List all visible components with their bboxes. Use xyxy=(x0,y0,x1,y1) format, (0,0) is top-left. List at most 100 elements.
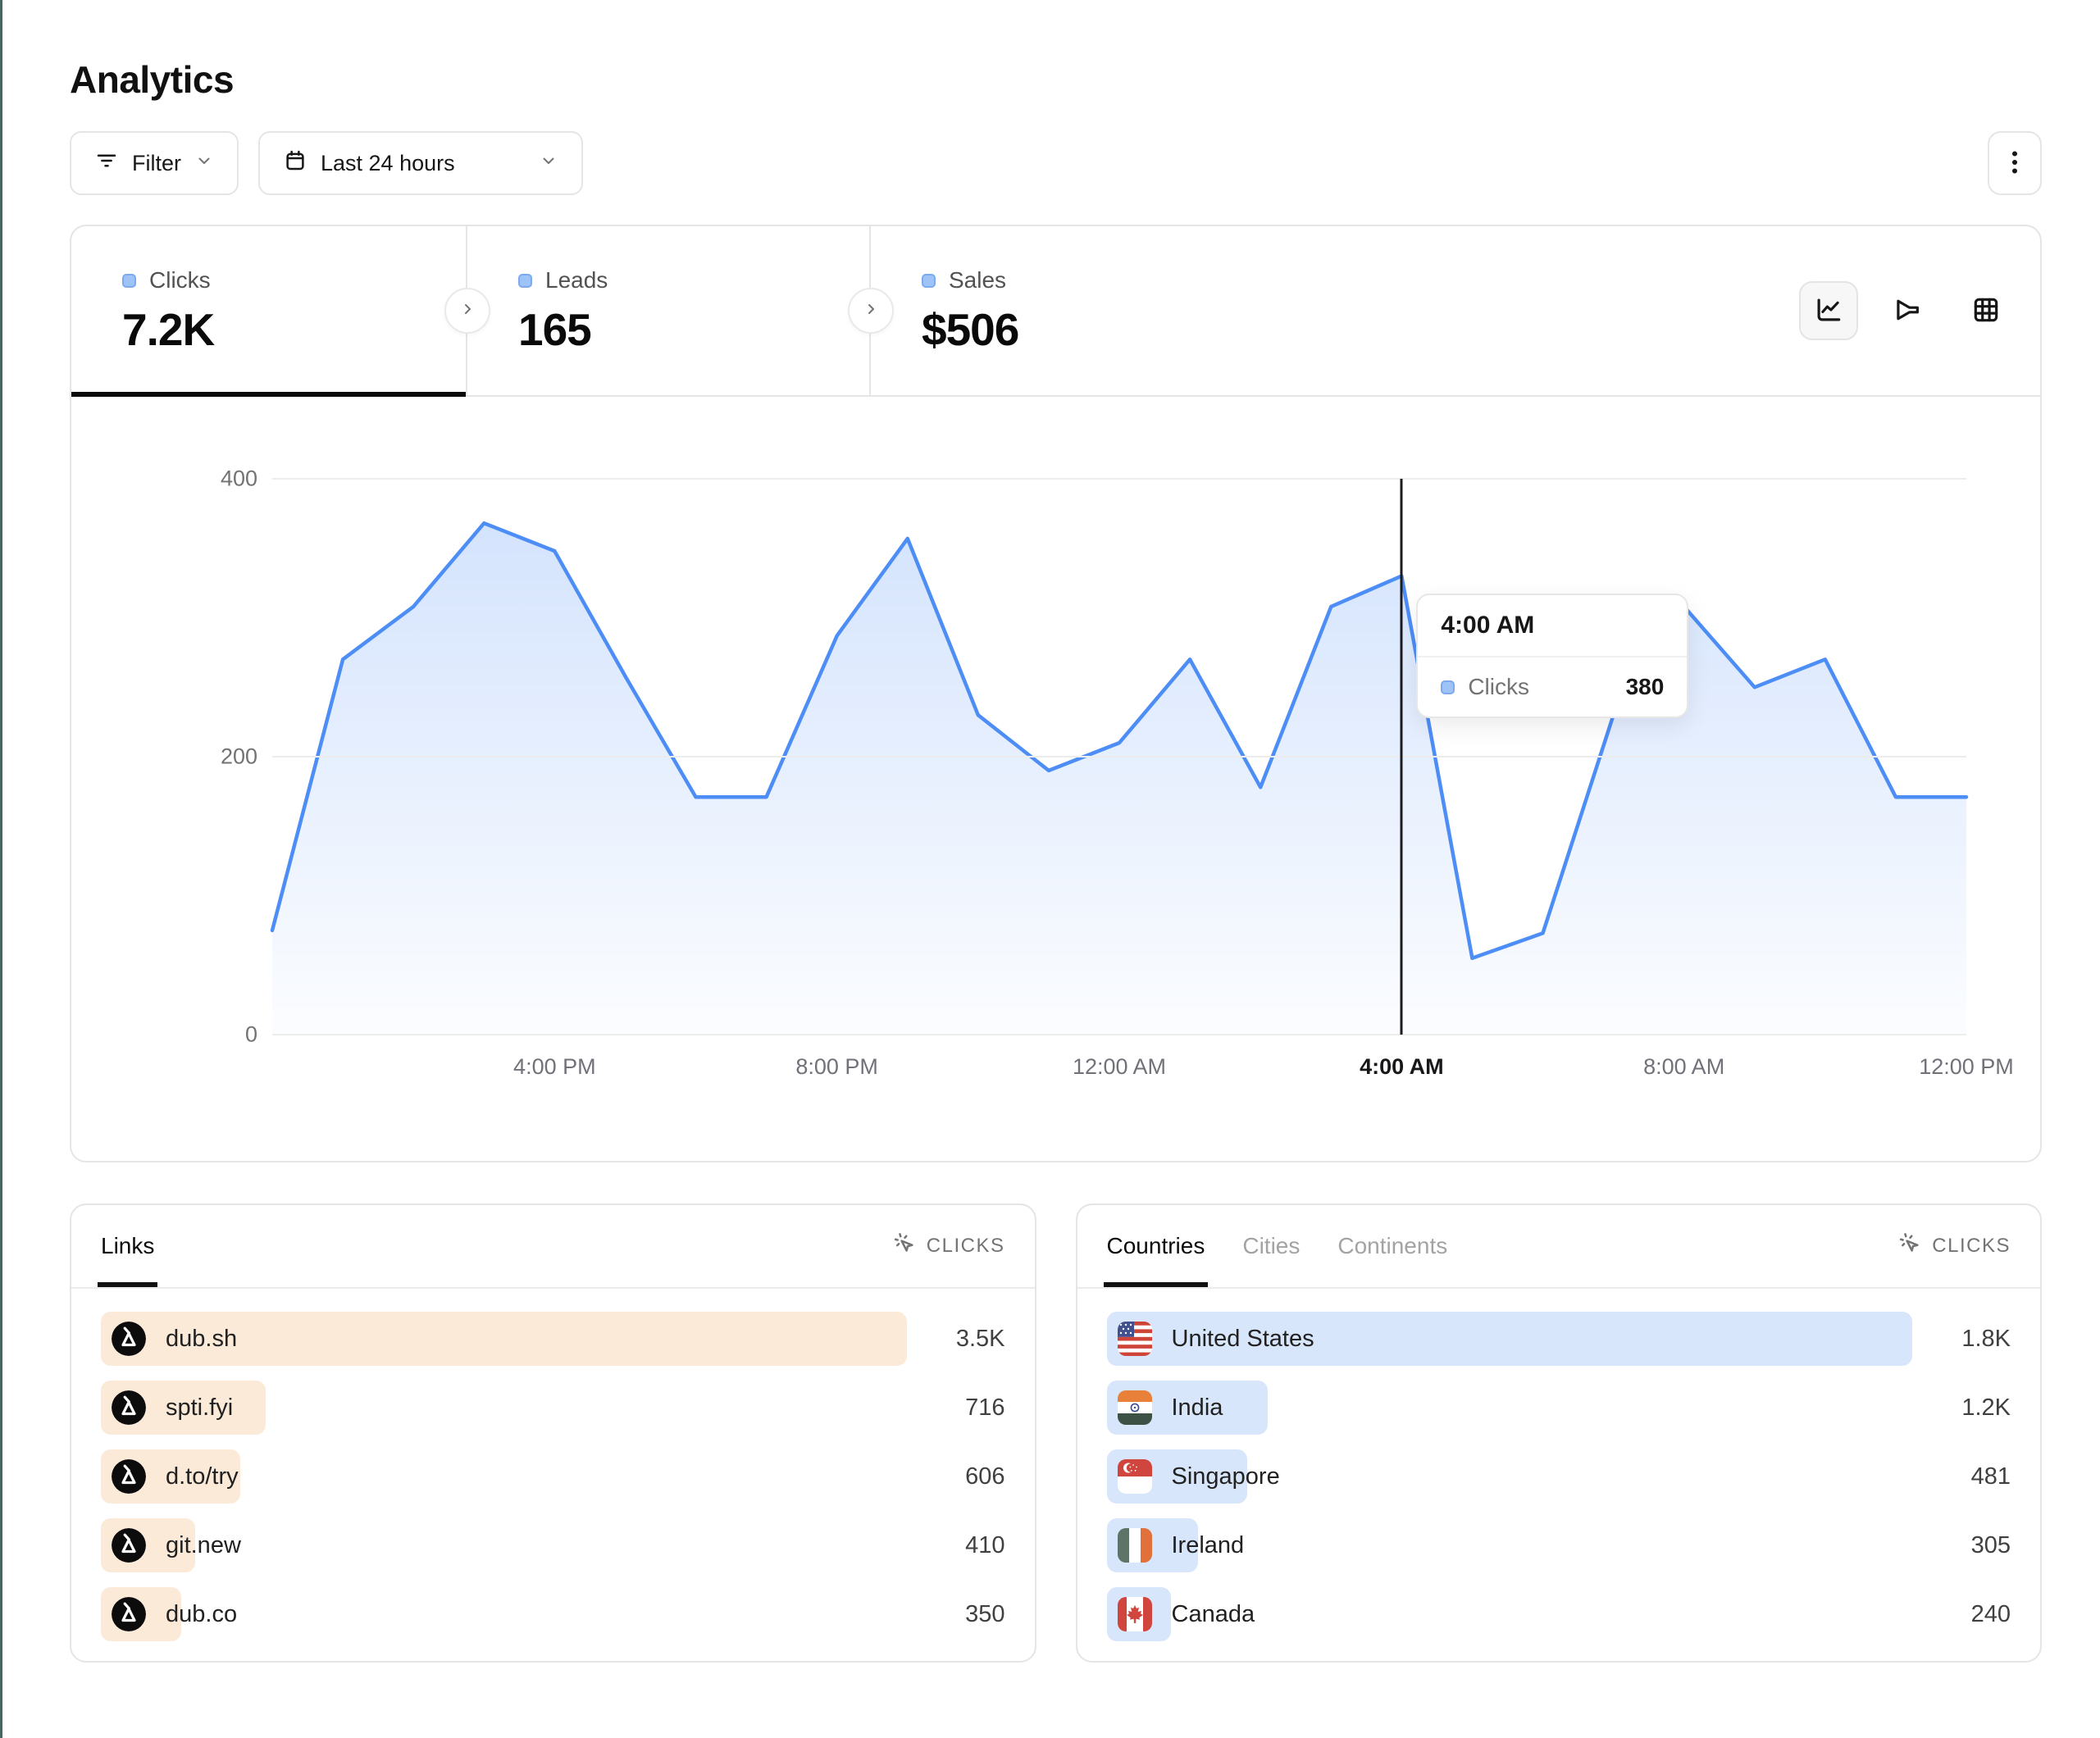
bar-zone: d.to/try xyxy=(101,1449,907,1504)
links-metric-label: CLICKS xyxy=(926,1235,1005,1257)
hover-cursor-line xyxy=(1400,479,1403,1035)
row-label: Ireland xyxy=(1171,1531,1245,1558)
breakdown-panels: Links CLICKS dub.sh 3.5K spti.fyi 716 d.to/t… xyxy=(70,1203,2042,1663)
row-value: 350 xyxy=(965,1600,1005,1627)
line-chart-icon xyxy=(1813,294,1844,328)
list-item[interactable]: dub.sh 3.5K xyxy=(101,1312,1005,1366)
row-value: 606 xyxy=(965,1463,1005,1490)
tab-links[interactable]: Links xyxy=(97,1205,158,1287)
y-axis-tick-label: 200 xyxy=(220,744,257,769)
dub-logo-icon xyxy=(112,1459,146,1494)
chevron-down-icon xyxy=(194,151,214,176)
calendar-icon xyxy=(283,148,307,179)
bar-zone: Ireland xyxy=(1106,1518,1913,1572)
gridline xyxy=(272,1034,1966,1035)
bar-zone: United States xyxy=(1106,1312,1912,1366)
clicks-value: 7.2K xyxy=(122,304,215,355)
chevron-down-icon xyxy=(539,151,558,176)
x-axis-tick-label: 8:00 PM xyxy=(795,1054,878,1079)
leads-tab-label: Leads xyxy=(545,267,608,293)
in-flag-icon xyxy=(1117,1390,1152,1425)
dub-logo-icon xyxy=(112,1390,146,1425)
table-view-toggle-button[interactable] xyxy=(1957,281,2016,340)
x-axis-tick-label: 12:00 AM xyxy=(1072,1054,1167,1079)
countries-metric-selector[interactable]: CLICKS xyxy=(1897,1205,2011,1287)
stat-tabs-row: Clicks 7.2K Leads 165 Sales $506 xyxy=(71,226,2040,397)
links-metric-selector[interactable]: CLICKS xyxy=(892,1205,1005,1287)
list-item[interactable]: Canada 240 xyxy=(1106,1587,2011,1641)
chevron-right-icon xyxy=(861,299,881,323)
expand-sales-button[interactable] xyxy=(848,288,894,334)
value-bar xyxy=(101,1312,907,1366)
dub-logo-icon xyxy=(112,1597,146,1631)
row-label: dub.co xyxy=(166,1600,238,1627)
links-panel: Links CLICKS dub.sh 3.5K spti.fyi 716 d.to/t… xyxy=(70,1203,1036,1663)
tooltip-value: 380 xyxy=(1625,674,1665,699)
funnel-icon xyxy=(1892,294,1923,328)
y-axis-tick-label: 400 xyxy=(220,466,257,491)
filter-icon xyxy=(94,148,119,179)
leads-legend-square xyxy=(518,273,532,288)
gridline xyxy=(272,756,1966,758)
bar-zone: India xyxy=(1106,1381,1913,1435)
chart-plot[interactable]: 4:00 AM Clicks 380 400 200 0 xyxy=(221,466,1969,1047)
list-item[interactable]: d.to/try 606 xyxy=(101,1449,1005,1504)
sg-flag-icon xyxy=(1117,1459,1152,1494)
toolbar: Filter Last 24 hours xyxy=(70,131,2042,195)
clicks-legend-square xyxy=(122,273,136,288)
row-label: d.to/try xyxy=(166,1463,239,1490)
dub-logo-icon xyxy=(112,1528,146,1563)
expand-leads-button[interactable] xyxy=(444,288,490,334)
date-range-label: Last 24 hours xyxy=(321,150,455,175)
row-label: Canada xyxy=(1171,1600,1255,1627)
row-label: United States xyxy=(1171,1325,1314,1352)
date-range-button[interactable]: Last 24 hours xyxy=(258,131,583,195)
x-axis-tick-label: 4:00 AM xyxy=(1360,1054,1444,1079)
row-label: spti.fyi xyxy=(166,1394,234,1421)
list-item[interactable]: Ireland 305 xyxy=(1106,1518,2011,1572)
tab-clicks[interactable]: Clicks 7.2K xyxy=(71,226,467,397)
analytics-page: Analytics Filter Last 24 hours xyxy=(70,58,2042,1663)
links-panel-header: Links CLICKS xyxy=(71,1205,1035,1289)
ca-flag-icon xyxy=(1117,1597,1152,1631)
chevron-right-icon xyxy=(458,299,477,323)
value-bar xyxy=(1106,1312,1912,1366)
us-flag-icon xyxy=(1117,1322,1152,1356)
filter-button[interactable]: Filter xyxy=(70,131,239,195)
list-item[interactable]: git.new 410 xyxy=(101,1518,1005,1572)
tab-sales[interactable]: Sales $506 xyxy=(871,226,1274,395)
clicks-tab-label: Clicks xyxy=(149,267,211,293)
chart-tooltip: 4:00 AM Clicks 380 xyxy=(1416,594,1689,718)
countries-metric-label: CLICKS xyxy=(1932,1235,2011,1257)
x-axis-tick-label: 12:00 PM xyxy=(1919,1054,2014,1079)
list-item[interactable]: India 1.2K xyxy=(1106,1381,2011,1435)
links-rows: dub.sh 3.5K spti.fyi 716 d.to/try 606 git.new 4… xyxy=(71,1289,1035,1641)
dub-logo-icon xyxy=(112,1322,146,1356)
y-axis-tick-label: 0 xyxy=(244,1021,257,1047)
filter-button-label: Filter xyxy=(132,150,181,175)
list-item[interactable]: United States 1.8K xyxy=(1106,1312,2011,1366)
funnel-chart-toggle-button[interactable] xyxy=(1878,281,1937,340)
line-chart-toggle-button[interactable] xyxy=(1799,281,1858,340)
list-item[interactable]: dub.co 350 xyxy=(101,1587,1005,1641)
list-item[interactable]: spti.fyi 716 xyxy=(101,1381,1005,1435)
tab-cities[interactable]: Cities xyxy=(1242,1233,1301,1258)
x-axis-tick-label: 8:00 AM xyxy=(1643,1054,1725,1079)
tab-continents[interactable]: Continents xyxy=(1337,1233,1448,1258)
page-title: Analytics xyxy=(70,58,235,101)
left-edge-accent xyxy=(0,0,2,1738)
tab-countries[interactable]: Countries xyxy=(1103,1205,1209,1287)
tooltip-series-label: Clicks xyxy=(1468,674,1529,699)
tab-leads[interactable]: Leads 165 xyxy=(467,226,871,395)
more-options-button[interactable] xyxy=(1988,131,2042,195)
cursor-click-icon xyxy=(892,1231,917,1262)
gridline xyxy=(272,478,1966,480)
list-item[interactable]: Singapore 481 xyxy=(1106,1449,2011,1504)
kebab-icon xyxy=(2003,148,2026,180)
bar-zone: spti.fyi xyxy=(101,1381,907,1435)
sales-legend-square xyxy=(922,273,936,288)
bar-zone: Singapore xyxy=(1106,1449,1913,1504)
row-label: Singapore xyxy=(1171,1463,1280,1490)
cursor-click-icon xyxy=(1897,1231,1922,1262)
links-tab-label: Links xyxy=(101,1233,155,1258)
